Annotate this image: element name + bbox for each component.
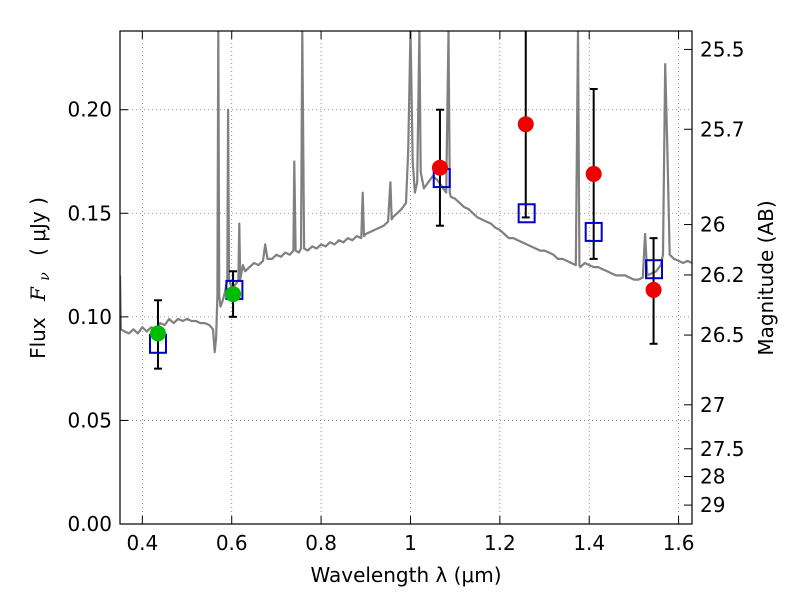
model-flux-box (517, 203, 536, 224)
right-tick-label: 25.7 (700, 117, 745, 141)
right-tick-label: 28 (700, 465, 725, 489)
observed-point-red (431, 159, 448, 176)
x-tick-label: 0.4 (126, 531, 158, 555)
model-flux-box (645, 259, 664, 280)
svg-text:Flux F ν ( μ: Flux F ν ( μJy ) (26, 197, 54, 359)
right-tick-label: 26 (700, 213, 725, 237)
x-tick-label: 1.6 (663, 531, 695, 555)
right-tick-label: 26.5 (700, 323, 745, 347)
observed-point-green (149, 325, 166, 342)
y-label-unit: ( μJy ) (26, 197, 50, 256)
y-label-sub: ν (37, 272, 53, 281)
y-label-symbol: F (26, 286, 50, 302)
right-tick-label: 25.5 (700, 37, 745, 61)
right-tick-label: 29 (700, 493, 725, 517)
markers (148, 31, 664, 370)
model-flux-box (584, 221, 603, 242)
y-axis-label-left: Flux F ν ( μJy ) (26, 197, 54, 359)
x-tick-label: 1.4 (573, 531, 605, 555)
x-tick-label: 1.2 (484, 531, 516, 555)
plot-data (120, 31, 692, 354)
plot-frame (119, 30, 693, 525)
x-tick-label: 1 (404, 531, 417, 555)
y-tick-label: 0.05 (67, 408, 112, 432)
y-axis-label-right: Magnitude (AB) (754, 200, 778, 355)
y-tick-label: 0.20 (67, 98, 112, 122)
x-tick-label: 0.6 (216, 531, 248, 555)
x-axis-label: Wavelength λ (μm) (310, 563, 501, 587)
y-tick-label: 0.10 (67, 305, 112, 329)
axis-ticks: 0.4 0.6 0.8 1 1.2 1.4 1.6 0.00 0.05 0.10 0.15 0.20 2… (67, 31, 745, 555)
observed-point-green (225, 286, 242, 303)
y-label-prefix: Flux (26, 317, 50, 359)
observed-point-red (517, 116, 534, 133)
model-spectrum-line (120, 31, 692, 354)
right-tick-label: 26.2 (700, 263, 745, 287)
observed-point-red (645, 281, 662, 298)
observed-point-red (585, 165, 602, 182)
y-tick-label: 0.15 (67, 201, 112, 225)
y-tick-label: 0.00 (67, 512, 112, 536)
right-tick-label: 27.5 (700, 437, 745, 461)
x-tick-label: 0.8 (305, 531, 337, 555)
right-tick-label: 27 (700, 393, 725, 417)
